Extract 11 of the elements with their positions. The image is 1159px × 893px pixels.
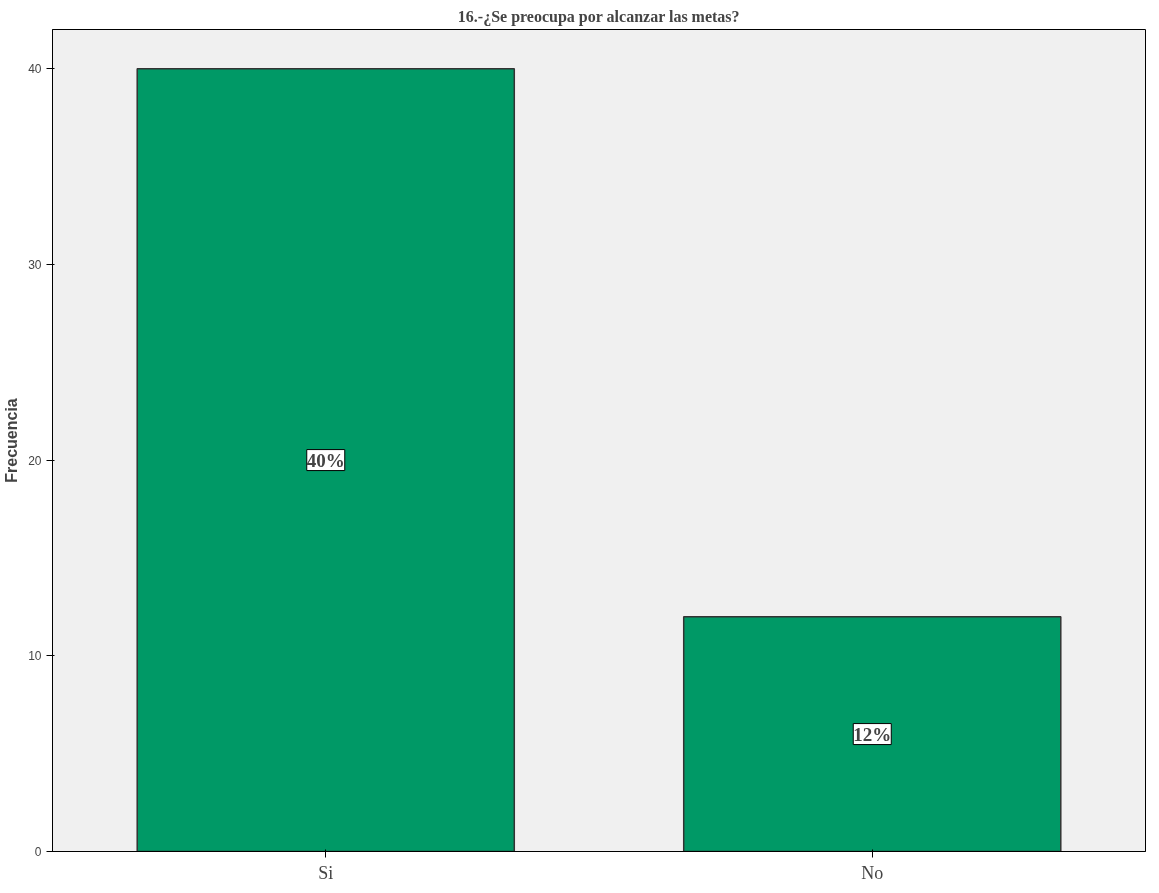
- y-tick-label: 0: [34, 845, 42, 859]
- y-tick-label: 20: [28, 453, 42, 468]
- x-tick-label: Si: [318, 862, 334, 883]
- y-tick-label: 30: [28, 257, 42, 272]
- y-tick-label: 40: [28, 62, 42, 77]
- data-label: 40%: [306, 449, 345, 471]
- y-tick-label: 10: [28, 649, 42, 664]
- chart-title: 16.-¿Se preocupa por alcanzar las metas?: [457, 7, 740, 26]
- y-axis-title: Frecuencia: [3, 398, 21, 483]
- data-label: 12%: [853, 723, 892, 745]
- x-tick-label: No: [861, 862, 884, 883]
